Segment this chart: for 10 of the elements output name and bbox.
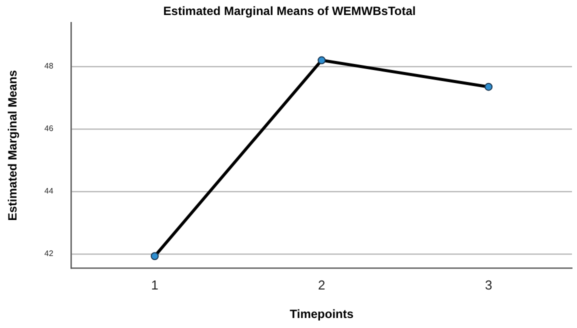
chart-title: Estimated Marginal Means of WEMWBsTotal: [163, 4, 416, 18]
x-tick-label: 1: [151, 277, 158, 292]
x-axis-title: Timepoints: [290, 307, 354, 322]
x-tick-label: 3: [484, 277, 492, 292]
y-tick-label: 48: [44, 62, 54, 71]
x-tick-label: 2: [318, 277, 326, 292]
y-tick-label: 42: [44, 249, 54, 258]
y-tick-label: 44: [44, 186, 54, 196]
y-axis-title: Estimated Marginal Means: [6, 70, 20, 221]
y-tick-label: 46: [44, 124, 54, 134]
